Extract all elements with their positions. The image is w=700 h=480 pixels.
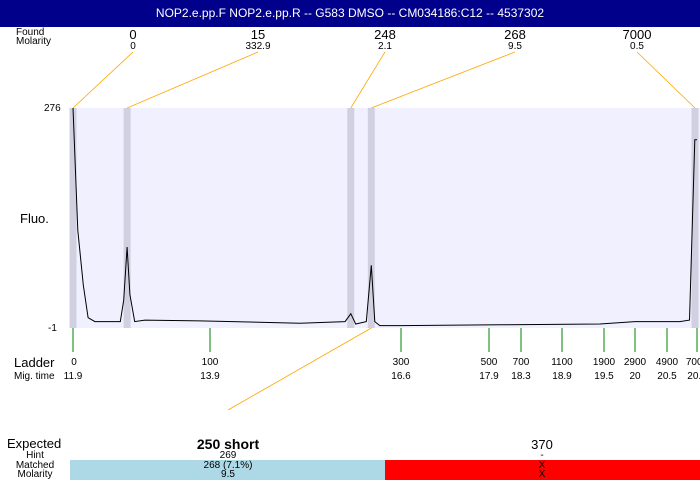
mig-time-label: Mig. time bbox=[14, 371, 55, 382]
ladder-time: 20 bbox=[629, 371, 641, 382]
peak-size: 248 bbox=[374, 27, 396, 42]
ladder-size: 0 bbox=[71, 357, 77, 368]
ladder-label: Ladder bbox=[14, 355, 55, 370]
expected-name: 250 short bbox=[196, 436, 260, 452]
peak-connector bbox=[350, 51, 386, 109]
peak-molarity: 332.9 bbox=[245, 41, 271, 52]
plot-area bbox=[70, 108, 700, 328]
peak-marker bbox=[69, 108, 77, 328]
ladder-time: 16.6 bbox=[391, 371, 411, 382]
ladder-size: 2900 bbox=[623, 357, 647, 368]
ladder-time: 13.9 bbox=[200, 371, 220, 382]
molarity-label: Molarity bbox=[16, 36, 52, 47]
y-tick-max: 276 bbox=[44, 103, 61, 114]
ladder-size: 100 bbox=[201, 357, 219, 368]
peak-marker bbox=[123, 108, 131, 328]
ladder-size: 700 bbox=[512, 357, 530, 368]
peak-marker bbox=[367, 108, 375, 328]
peak-size: 7000 bbox=[622, 27, 652, 42]
peak-size: 0 bbox=[129, 27, 137, 42]
peak-marker bbox=[347, 108, 355, 328]
ladder-size: 300 bbox=[392, 357, 410, 368]
ladder-size: 1900 bbox=[592, 357, 616, 368]
peak-marker bbox=[691, 108, 699, 328]
expected-hint: - bbox=[540, 450, 544, 461]
peak-molarity: 2.1 bbox=[378, 41, 392, 52]
y-axis-label: Fluo. bbox=[20, 211, 49, 226]
ladder-time: 17.9 bbox=[479, 371, 499, 382]
ladder-time: 19.5 bbox=[594, 371, 614, 382]
expected-molarity-label: Molarity bbox=[17, 469, 53, 480]
trace-line bbox=[72, 107, 697, 327]
expected-label: Expected bbox=[7, 436, 62, 451]
expected-matched: 268 (7.1%) bbox=[203, 460, 253, 471]
expected-bar-370 bbox=[385, 460, 700, 480]
peak-molarity: 9.5 bbox=[508, 41, 522, 52]
found-label: Found bbox=[16, 27, 45, 38]
ladder-time: 18.3 bbox=[511, 371, 531, 382]
expected-name: 370 bbox=[531, 437, 553, 452]
expected-matched: X bbox=[538, 460, 546, 471]
peak-connector bbox=[72, 51, 134, 109]
title-bar: NOP2.e.pp.F NOP2.e.pp.R -- G583 DMSO -- … bbox=[0, 0, 700, 27]
peak-size: 268 bbox=[504, 27, 526, 42]
ladder-size: 4900 bbox=[655, 357, 679, 368]
ladder-time: 20.5 bbox=[657, 371, 677, 382]
ladder-size: 7000 bbox=[685, 357, 700, 368]
expected-bar-250-short bbox=[70, 460, 385, 480]
ladder-time: 20.9 bbox=[687, 371, 700, 382]
ladder-size: 1100 bbox=[551, 357, 573, 368]
peak-connector bbox=[371, 51, 516, 109]
hint-label: Hint bbox=[26, 450, 44, 461]
expected-molarity: X bbox=[538, 469, 546, 480]
expected-hint: 269 bbox=[219, 450, 237, 461]
ladder-time: 18.9 bbox=[552, 371, 572, 382]
peak-molarity: 0 bbox=[130, 41, 136, 52]
matched-label: Matched bbox=[15, 460, 55, 471]
peak-molarity: 0.5 bbox=[630, 41, 644, 52]
y-tick-min: -1 bbox=[48, 323, 57, 334]
ladder-size: 500 bbox=[480, 357, 498, 368]
peak-connector bbox=[126, 51, 259, 109]
peak-connector bbox=[636, 51, 696, 109]
expected-connector bbox=[227, 327, 372, 411]
peak-size: 15 bbox=[250, 27, 266, 42]
ladder-time: 11.9 bbox=[63, 371, 83, 382]
expected-molarity: 9.5 bbox=[221, 469, 235, 480]
